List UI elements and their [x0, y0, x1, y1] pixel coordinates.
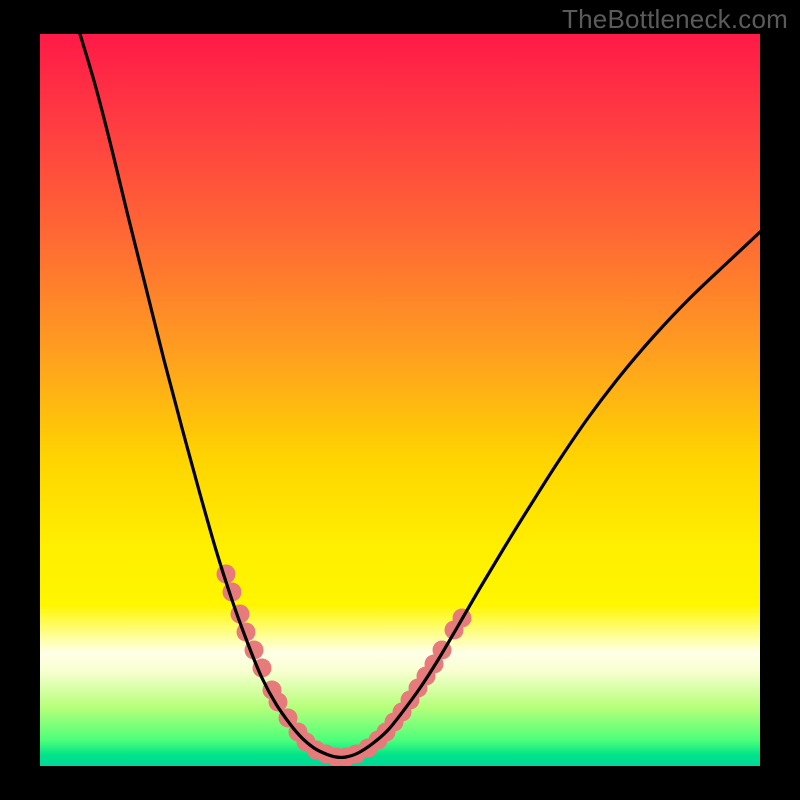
- watermark-text: TheBottleneck.com: [562, 4, 788, 35]
- gradient-panel: [40, 34, 760, 766]
- chart-svg: [0, 0, 800, 800]
- chart-stage: TheBottleneck.com: [0, 0, 800, 800]
